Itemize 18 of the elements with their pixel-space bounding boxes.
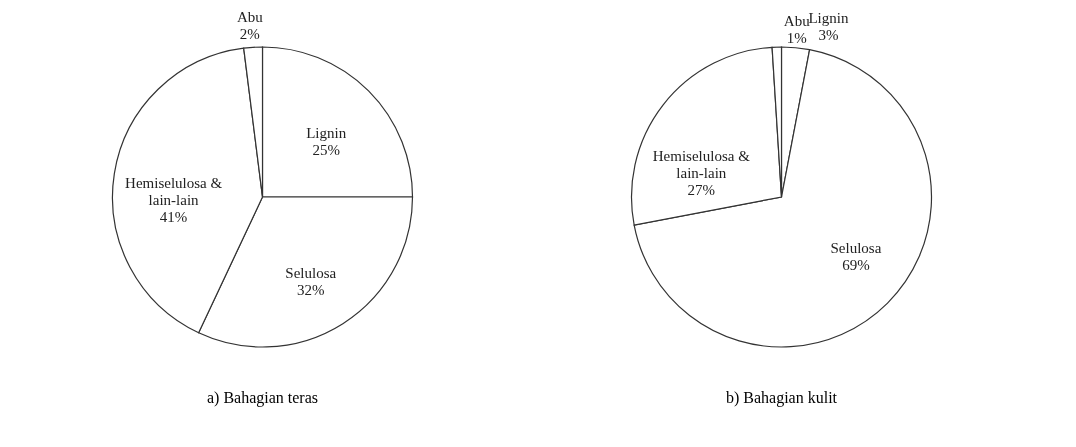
data-label: 32% (296, 281, 325, 298)
text: a) Bahagian teras (206, 389, 319, 407)
slice-label: Lignin (808, 9, 849, 26)
slice-label: Selulosa (285, 264, 337, 281)
slice-label: Lignin (306, 125, 347, 142)
pie-slice (633, 49, 933, 348)
data-label: 2% (239, 26, 260, 43)
data-label: 69% (842, 256, 870, 273)
slice-label: Abu (236, 9, 264, 26)
slice-label: Hemiselulosa & lain-lain (652, 148, 751, 182)
slice-label: Hemiselulosa & lain-lain (125, 174, 223, 208)
text: b) Bahagian kulit (725, 389, 838, 407)
data-label: 27% (687, 182, 716, 199)
data-label: 3% (818, 26, 839, 43)
data-label: 1% (786, 30, 807, 47)
data-label: 41% (159, 208, 188, 225)
data-label: 25% (312, 142, 340, 159)
slice-label: Selulosa (830, 239, 882, 256)
